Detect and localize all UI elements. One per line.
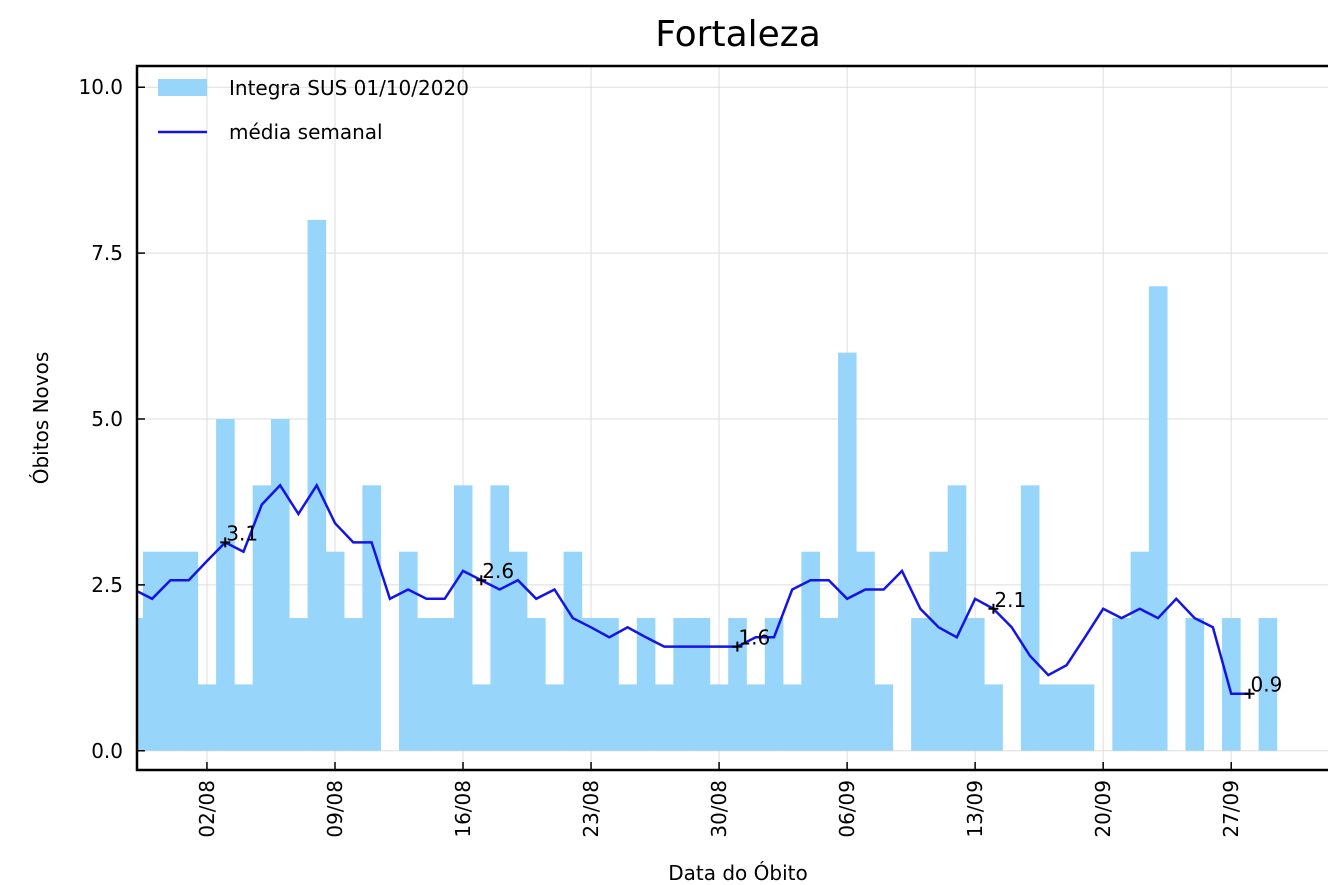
bar xyxy=(819,618,839,751)
bar xyxy=(947,485,967,751)
bar xyxy=(1075,684,1095,751)
point-marker xyxy=(1244,688,1255,699)
data-label: 2.6 xyxy=(482,559,514,583)
y-tick-label: 7.5 xyxy=(91,241,123,265)
data-label: 3.1 xyxy=(226,521,258,545)
axes: 0.0 2.5 5.0 7.5 10.0 02/08 09/08 16/08 23/08 30/0… xyxy=(78,64,1328,838)
point-marker xyxy=(732,641,743,652)
x-tick-label: 06/09 xyxy=(835,780,859,838)
bar xyxy=(563,551,583,751)
bar xyxy=(545,684,564,751)
bar xyxy=(472,684,491,751)
x-tick-label: 09/08 xyxy=(323,780,347,838)
x-tick-label: 02/08 xyxy=(195,780,219,838)
axes-frame xyxy=(135,64,1328,772)
bar xyxy=(1130,551,1150,751)
data-label: 2.1 xyxy=(994,588,1026,612)
x-tick-label: 27/09 xyxy=(1219,780,1243,838)
bar xyxy=(801,551,820,751)
x-tick-label: 16/08 xyxy=(451,780,475,838)
bar xyxy=(234,684,253,751)
x-axis-label: Data do Óbito xyxy=(668,861,807,885)
legend-swatch xyxy=(158,79,207,96)
point-marker xyxy=(988,603,999,614)
bar xyxy=(618,684,638,751)
y-tick-label: 10.0 xyxy=(78,75,123,99)
bar xyxy=(1039,684,1058,751)
bar xyxy=(435,618,455,751)
x-tick-label: 20/09 xyxy=(1091,780,1115,838)
data-label: 1.6 xyxy=(738,626,770,650)
bar xyxy=(1258,618,1278,751)
bar xyxy=(1148,286,1168,751)
bar xyxy=(1057,684,1077,751)
bar xyxy=(1185,618,1205,751)
bar xyxy=(600,618,619,751)
bar xyxy=(289,618,308,751)
bar xyxy=(197,684,217,751)
bar xyxy=(161,551,180,751)
bar xyxy=(673,618,692,751)
bar xyxy=(1020,485,1040,751)
bar xyxy=(508,551,528,751)
bar xyxy=(709,684,729,751)
plot-area xyxy=(137,219,1278,751)
bar xyxy=(856,551,875,751)
x-tick-label: 30/08 xyxy=(707,780,731,838)
data-label: 0.9 xyxy=(1250,673,1282,697)
line xyxy=(137,482,1250,695)
bar xyxy=(965,618,985,751)
bar xyxy=(581,618,601,751)
x-tick-label: 13/09 xyxy=(963,780,987,838)
bar xyxy=(142,551,162,751)
bar xyxy=(453,485,473,751)
bar xyxy=(636,618,656,751)
point-marker xyxy=(220,537,231,548)
bar xyxy=(344,618,363,751)
bar xyxy=(984,684,1003,751)
bar xyxy=(252,485,272,751)
bar xyxy=(691,618,711,751)
y-tick-label: 2.5 xyxy=(91,573,123,597)
bar xyxy=(270,418,290,751)
bar xyxy=(490,485,510,751)
x-tick-label: 23/08 xyxy=(579,780,603,838)
bar xyxy=(911,618,930,751)
bar xyxy=(417,618,436,751)
bar xyxy=(362,485,382,751)
legend-label: Integra SUS 01/10/2020 xyxy=(229,76,469,100)
bar xyxy=(216,418,235,751)
bar xyxy=(325,551,345,751)
bar xyxy=(929,551,949,751)
bar xyxy=(783,684,802,751)
bar xyxy=(179,551,199,751)
bar xyxy=(837,352,857,751)
bar xyxy=(137,618,144,751)
bar xyxy=(746,684,766,751)
bar xyxy=(399,551,418,751)
bar xyxy=(1222,618,1241,751)
y-tick-label: 0.0 xyxy=(91,739,123,763)
bar xyxy=(764,618,784,751)
chart-title: Fortaleza xyxy=(655,14,821,55)
bar xyxy=(874,684,894,751)
legend-label: média semanal xyxy=(229,120,383,144)
bar xyxy=(655,684,674,751)
bar xyxy=(527,618,546,751)
point-marker xyxy=(476,575,487,586)
y-axis-label: Óbitos Novos xyxy=(29,352,53,485)
bar xyxy=(728,618,747,751)
bar xyxy=(1112,618,1131,751)
y-tick-label: 5.0 xyxy=(91,407,123,431)
